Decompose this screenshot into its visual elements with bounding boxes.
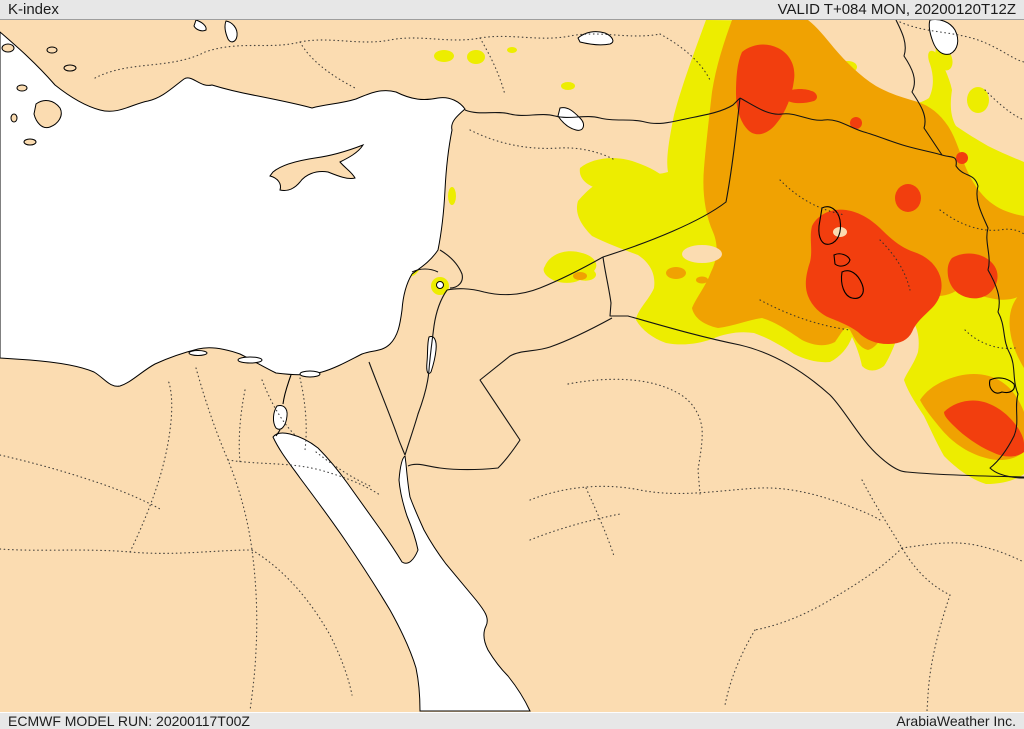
- valid-time-label: VALID T+084 MON, 20200120T12Z: [777, 1, 1016, 18]
- provider-credit-label: ArabiaWeather Inc.: [896, 713, 1016, 729]
- contour-low-finger: [967, 87, 989, 113]
- contour-mid-spot: [573, 272, 587, 280]
- lake-assad: [557, 107, 584, 131]
- border-turkey-syria: [464, 97, 741, 125]
- contour-mid-spot: [696, 276, 708, 284]
- lake-west-anatolia-2: [224, 20, 238, 43]
- mediterranean-sea: [0, 31, 466, 387]
- aegean-island: [46, 46, 58, 54]
- footer-bar: ECMWF MODEL RUN: 20200117T00Z ArabiaWeat…: [0, 712, 1024, 729]
- hawizeh-marshes: [989, 377, 1015, 394]
- lake-habbaniyah: [833, 253, 851, 267]
- contour-low-spot: [561, 82, 575, 90]
- delta-lagoon: [299, 370, 321, 378]
- border-turkey-iraq: [739, 97, 943, 156]
- contour-high-central-core: [805, 209, 942, 344]
- k-index-contours-high: [736, 44, 1024, 457]
- country-borders: [368, 19, 1024, 479]
- border-lebanon: [411, 249, 463, 289]
- aegean-island: [10, 113, 18, 123]
- cyprus-island: [269, 143, 365, 191]
- suez-canal: [275, 374, 292, 437]
- land-pocket: [682, 245, 722, 263]
- red-sea: [272, 432, 531, 712]
- contour-high-dot: [850, 117, 862, 129]
- rhodes-island: [33, 100, 62, 129]
- product-title: K-index: [8, 1, 59, 18]
- border-jordan-saudi: [407, 317, 613, 471]
- contour-high-dash: [783, 89, 817, 104]
- model-run-label: ECMWF MODEL RUN: 20200117T00Z: [8, 713, 250, 729]
- lake-west-anatolia-1: [193, 19, 207, 32]
- lake-urmia: [928, 19, 959, 55]
- islands: [1, 43, 365, 191]
- contour-mid-edge-band: [1009, 290, 1024, 368]
- admin-borders-dotted: [0, 21, 1024, 712]
- contour-high-southeast-core: [944, 400, 1024, 457]
- border-iran: [895, 19, 1024, 479]
- lake-razzaza: [840, 270, 864, 299]
- contour-low-coast-sliver: [448, 187, 456, 205]
- contour-high-north-core: [736, 44, 795, 135]
- lake-tharthar: [818, 206, 842, 245]
- iraq-lakes-outline: [818, 206, 1015, 394]
- aegean-island: [63, 64, 77, 72]
- contour-low-spot: [467, 50, 485, 64]
- border-syria-jordan: [446, 256, 604, 296]
- contour-high-dot: [956, 152, 968, 164]
- water-bodies: [0, 19, 959, 712]
- contour-low-spot: [507, 47, 517, 53]
- aegean-island: [16, 84, 28, 92]
- sea-of-galilee: [436, 281, 444, 289]
- lake-tuz: [577, 31, 614, 46]
- contour-high-east-spot: [895, 184, 921, 212]
- border-jordan-iraq-saudi: [602, 256, 1024, 478]
- header-bar: K-index VALID T+084 MON, 20200120T12Z: [0, 0, 1024, 20]
- delta-lagoon: [237, 356, 263, 364]
- aegean-island: [1, 43, 15, 53]
- aegean-island: [23, 138, 37, 146]
- border-syria-iraq: [602, 97, 741, 258]
- contour-mid-spot: [666, 267, 686, 279]
- border-egypt-israel: [368, 361, 406, 456]
- coastal-lagoon: [188, 350, 208, 356]
- contour-low-west-band: [579, 158, 672, 197]
- contour-low-spot: [434, 50, 454, 62]
- contour-high-east-core: [947, 253, 998, 299]
- border-israel-jordan: [404, 289, 448, 456]
